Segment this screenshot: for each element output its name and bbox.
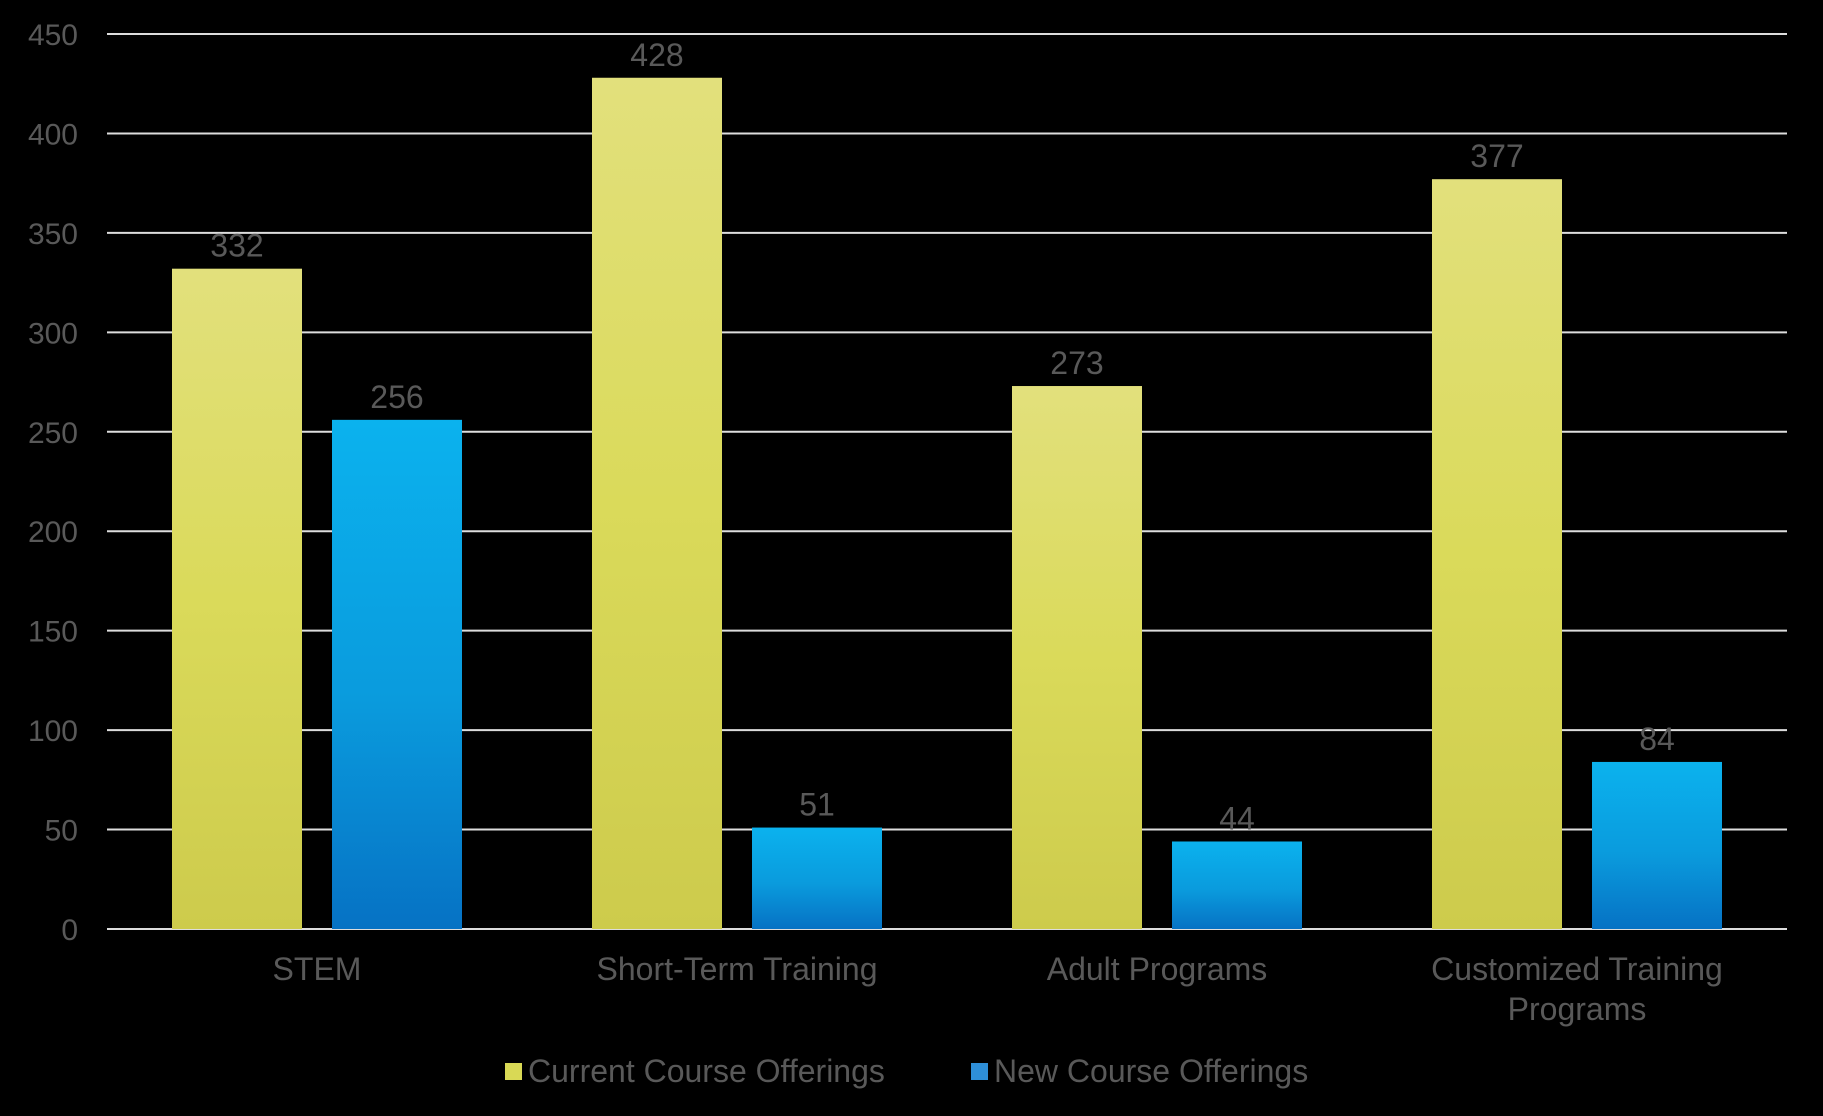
legend: Current Course Offerings New Course Offer… [505,1053,1308,1089]
x-tick-label: Customized Training Programs [1431,951,1723,1027]
bar-current-3 [1432,179,1562,929]
data-label: 377 [1470,138,1523,174]
x-tick-label: Adult Programs [1047,951,1268,987]
y-tick-label: 50 [45,815,78,848]
bar-current-0 [172,268,302,929]
data-label: 84 [1639,721,1675,757]
legend-label: Current Course Offerings [528,1053,885,1089]
legend-swatch [505,1063,522,1080]
y-axis-tick-labels: 0 50 100 150 200 250 300 350 400 450 [28,19,78,947]
bar-new-1 [752,827,882,929]
y-tick-label: 400 [28,118,78,151]
y-tick-label: 450 [28,19,78,52]
legend-swatch [971,1063,988,1080]
bar-current-2 [1012,386,1142,929]
bars [172,77,1722,929]
bar-new-0 [332,419,462,929]
data-label: 273 [1050,345,1103,381]
bar-current-1 [592,77,722,929]
y-tick-label: 150 [28,616,78,649]
data-label: 256 [370,379,423,415]
data-label: 428 [630,37,683,73]
x-axis-tick-labels: STEM Short-Term Training Adult Programs Cus… [273,951,1723,1027]
x-tick-label: Short-Term Training [597,951,878,987]
y-tick-label: 350 [28,218,78,251]
data-label: 44 [1219,800,1255,836]
data-label: 332 [210,228,263,264]
y-tick-label: 0 [61,914,78,947]
bar-new-2 [1172,841,1302,929]
y-tick-label: 100 [28,715,78,748]
data-labels: 332 256 428 51 273 44 377 84 [210,37,1674,837]
y-tick-label: 300 [28,317,78,350]
data-label: 51 [799,787,835,823]
y-tick-label: 200 [28,516,78,549]
legend-label: New Course Offerings [994,1053,1308,1089]
bar-new-3 [1592,761,1722,929]
x-tick-label: STEM [273,951,362,987]
y-tick-label: 250 [28,417,78,450]
